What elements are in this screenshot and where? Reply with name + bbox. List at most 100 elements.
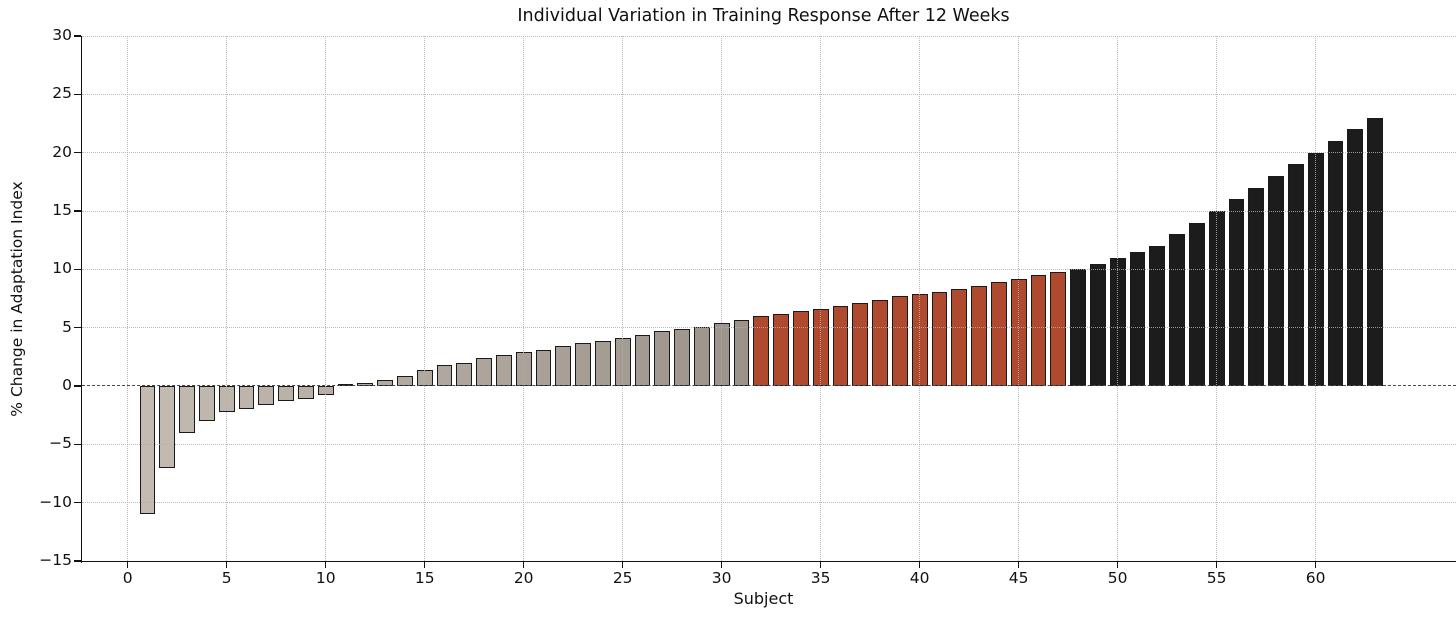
bar xyxy=(872,299,888,386)
chart-title: Individual Variation in Training Respons… xyxy=(517,6,1010,26)
bar xyxy=(555,346,572,386)
y-tick-label: 0 xyxy=(62,376,72,394)
y-tick-label: 15 xyxy=(52,201,72,219)
bar xyxy=(278,386,295,402)
bar xyxy=(674,328,690,386)
bar xyxy=(693,326,710,386)
x-tick-label: 30 xyxy=(711,569,732,587)
y-tick-mark xyxy=(74,560,81,562)
bar xyxy=(1188,222,1205,386)
bar xyxy=(1287,164,1304,386)
bar xyxy=(495,354,512,386)
bar xyxy=(1169,234,1185,386)
x-tick-mark xyxy=(325,561,327,568)
gridline-horizontal xyxy=(82,268,1456,270)
bar xyxy=(575,342,591,386)
y-tick-label: −5 xyxy=(49,434,72,453)
gridline-vertical xyxy=(1018,36,1020,561)
bar xyxy=(238,386,255,410)
x-tick-label: 60 xyxy=(1305,569,1326,587)
x-tick-mark xyxy=(919,561,921,568)
x-tick-mark xyxy=(1018,561,1020,568)
y-tick-mark xyxy=(74,93,81,95)
bar xyxy=(1268,176,1284,386)
gridline-vertical xyxy=(325,36,327,561)
x-tick-label: 55 xyxy=(1206,569,1227,587)
x-tick-mark xyxy=(127,561,129,568)
x-tick-mark xyxy=(1314,561,1317,568)
gridline-vertical xyxy=(721,36,723,561)
gridline-horizontal xyxy=(82,35,1456,37)
bar xyxy=(1030,275,1047,386)
bar xyxy=(931,291,948,386)
x-tick-label: 10 xyxy=(315,569,336,587)
y-tick-mark xyxy=(74,502,81,504)
y-tick-label: 10 xyxy=(52,259,72,278)
x-tick-mark xyxy=(721,561,723,568)
bar xyxy=(1248,187,1265,386)
bar xyxy=(1228,199,1245,386)
x-tick-label: 45 xyxy=(1008,569,1029,587)
bar xyxy=(733,319,750,386)
gridline-horizontal xyxy=(82,210,1456,212)
y-tick-mark xyxy=(74,210,81,212)
bar xyxy=(456,362,473,386)
bar xyxy=(1367,117,1383,386)
gridline-vertical xyxy=(226,36,228,561)
x-tick-label: 25 xyxy=(612,569,633,587)
bar xyxy=(594,340,611,386)
bar xyxy=(634,334,651,386)
y-tick-label: 25 xyxy=(52,84,72,103)
bar xyxy=(1129,251,1146,386)
bar xyxy=(436,365,453,386)
bar xyxy=(1089,263,1106,386)
x-axis-label: Subject xyxy=(733,589,794,608)
x-tick-mark xyxy=(820,561,822,568)
gridline-horizontal xyxy=(82,502,1456,504)
bar xyxy=(792,311,809,386)
bar xyxy=(139,386,156,515)
y-axis-spine xyxy=(80,36,82,563)
bar xyxy=(179,386,196,433)
bar xyxy=(773,313,789,386)
bar xyxy=(971,285,987,386)
x-tick-mark xyxy=(523,561,525,568)
x-tick-label: 35 xyxy=(810,569,831,587)
bar xyxy=(654,331,671,386)
gridline-vertical xyxy=(127,36,129,561)
x-tick-mark xyxy=(1116,561,1119,568)
y-tick-mark xyxy=(74,152,81,154)
gridline-vertical xyxy=(1117,36,1119,561)
bar xyxy=(476,358,492,386)
zero-line xyxy=(82,385,1456,387)
gridline-vertical xyxy=(820,36,822,561)
bar xyxy=(199,386,215,421)
gridline-vertical xyxy=(523,36,525,561)
x-axis-spine xyxy=(80,560,1456,562)
bar xyxy=(990,282,1007,386)
y-tick-label: 5 xyxy=(62,317,72,336)
gridline-vertical xyxy=(919,36,921,561)
x-tick-mark xyxy=(226,561,228,568)
x-tick-mark xyxy=(1215,561,1218,568)
x-tick-label: 15 xyxy=(414,569,435,587)
gridline-horizontal xyxy=(82,443,1456,445)
bar xyxy=(832,305,849,386)
gridline-horizontal xyxy=(82,152,1456,154)
bar xyxy=(951,289,968,386)
y-tick-label: 20 xyxy=(52,142,72,161)
gridline-vertical xyxy=(1315,36,1317,561)
bar xyxy=(891,296,908,386)
bar xyxy=(258,386,275,405)
bar xyxy=(535,349,552,386)
y-tick-mark xyxy=(74,35,81,37)
bar xyxy=(1347,129,1364,386)
gridline-vertical xyxy=(622,36,624,561)
x-tick-label: 40 xyxy=(909,569,930,587)
bar xyxy=(1327,141,1344,386)
bar xyxy=(159,386,176,468)
bar xyxy=(852,303,869,386)
x-tick-mark xyxy=(622,561,624,568)
